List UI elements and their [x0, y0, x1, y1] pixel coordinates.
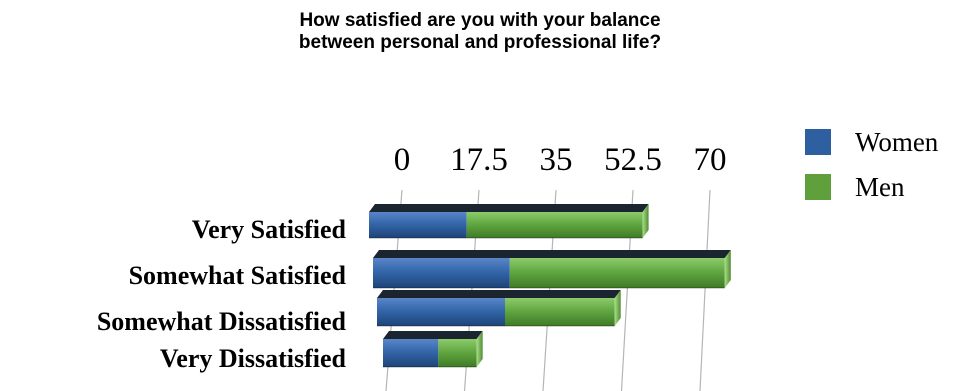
x-tick-label: 35	[540, 142, 573, 178]
x-tick-label: 0	[394, 142, 411, 178]
bar-top-face	[383, 331, 483, 339]
category-label: Very Dissatisfied	[160, 344, 347, 373]
bar-end-cap	[642, 204, 649, 238]
x-tick-label: 52.5	[604, 142, 662, 178]
bar-women	[373, 258, 510, 288]
legend-label-men: Men	[855, 172, 905, 202]
bar-men	[509, 258, 725, 288]
bar-end-cap	[614, 290, 621, 326]
bars	[369, 204, 731, 368]
category-label: Somewhat Dissatisfied	[97, 307, 347, 336]
bar-women	[369, 212, 467, 238]
gridline	[699, 189, 711, 391]
x-tick-label: 70	[694, 142, 727, 178]
bar-top-face	[369, 204, 649, 212]
bar-men	[438, 339, 477, 367]
bar-women	[383, 339, 439, 367]
category-label: Somewhat Satisfied	[129, 261, 347, 290]
x-axis-ticks: 0 17.5 35 52.5 70	[394, 142, 727, 178]
chart-title-line-1: How satisfied are you with your balance	[299, 10, 661, 31]
bar-end-cap	[476, 331, 483, 367]
legend-swatch-men	[805, 174, 831, 200]
chart-title-line-2: between personal and professional life?	[298, 32, 662, 53]
category-labels: Very Satisfied Somewhat Satisfied Somewhat…	[97, 215, 347, 373]
bar-top-face	[377, 290, 621, 298]
bar-men	[505, 298, 615, 326]
bar-end-cap	[724, 250, 731, 288]
bar-women	[377, 298, 505, 326]
bar-men	[466, 212, 643, 238]
x-tick-label: 17.5	[450, 142, 508, 178]
chart-title: How satisfied are you with your balance …	[180, 10, 780, 54]
category-label: Very Satisfied	[192, 215, 347, 244]
legend-label-women: Women	[855, 127, 939, 157]
legend: Women Men	[805, 127, 939, 202]
legend-swatch-women	[805, 129, 831, 155]
bar-top-face	[373, 250, 731, 258]
